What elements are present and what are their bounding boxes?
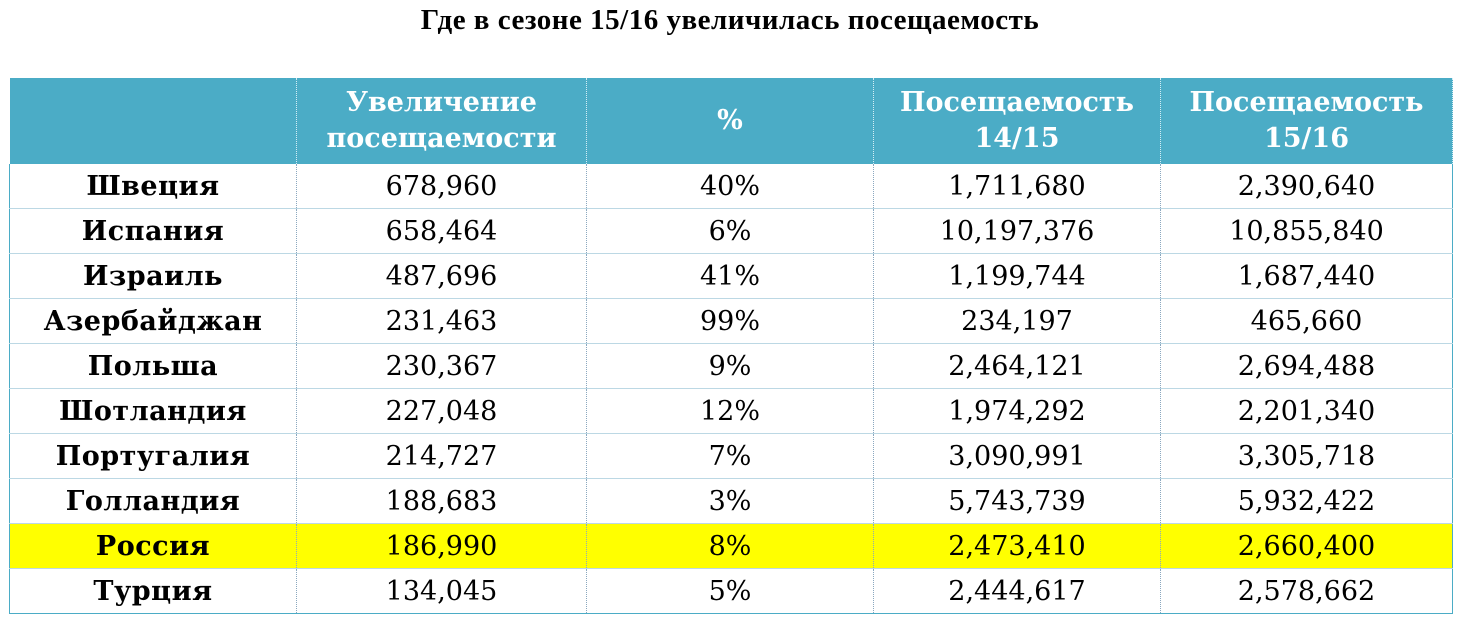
- table-row-highlighted: Россия 186,990 8% 2,473,410 2,660,400: [9, 523, 1453, 569]
- table-row: Израиль 487,696 41% 1,199,744 1,687,440: [9, 253, 1453, 299]
- header-attendance-14-15: Посещаемость 14/15: [873, 78, 1161, 164]
- table-header-row: Увеличение посещаемости % Посещаемость 1…: [9, 78, 1453, 164]
- percent-cell: 9%: [586, 343, 874, 389]
- percent-cell: 6%: [586, 208, 874, 254]
- country-cell: Польша: [9, 343, 297, 389]
- percent-cell: 40%: [586, 164, 874, 209]
- table-row: Польша 230,367 9% 2,464,121 2,694,488: [9, 343, 1453, 389]
- table-row: Азербайджан 231,463 99% 234,197 465,660: [9, 298, 1453, 344]
- attendance-15-16-cell: 465,660: [1160, 298, 1453, 344]
- country-cell: Голландия: [9, 478, 297, 524]
- country-cell: Израиль: [9, 253, 297, 299]
- attendance-15-16-cell: 2,660,400: [1160, 523, 1453, 569]
- attendance-14-15-cell: 3,090,991: [873, 433, 1161, 479]
- country-cell: Испания: [9, 208, 297, 254]
- increase-cell: 230,367: [296, 343, 587, 389]
- percent-cell: 41%: [586, 253, 874, 299]
- country-cell: Шотландия: [9, 388, 297, 434]
- attendance-14-15-cell: 1,199,744: [873, 253, 1161, 299]
- increase-cell: 658,464: [296, 208, 587, 254]
- attendance-15-16-cell: 10,855,840: [1160, 208, 1453, 254]
- percent-cell: 7%: [586, 433, 874, 479]
- table-row: Голландия 188,683 3% 5,743,739 5,932,422: [9, 478, 1453, 524]
- attendance-14-15-cell: 234,197: [873, 298, 1161, 344]
- attendance-15-16-cell: 2,390,640: [1160, 164, 1453, 209]
- attendance-14-15-cell: 2,473,410: [873, 523, 1161, 569]
- country-cell: Португалия: [9, 433, 297, 479]
- percent-cell: 8%: [586, 523, 874, 569]
- attendance-14-15-cell: 10,197,376: [873, 208, 1161, 254]
- percent-cell: 99%: [586, 298, 874, 344]
- attendance-15-16-cell: 1,687,440: [1160, 253, 1453, 299]
- header-percent: %: [586, 78, 874, 164]
- country-cell: Швеция: [9, 164, 297, 209]
- increase-cell: 487,696: [296, 253, 587, 299]
- attendance-15-16-cell: 2,201,340: [1160, 388, 1453, 434]
- header-attendance-15-16: Посещаемость 15/16: [1160, 78, 1453, 164]
- percent-cell: 3%: [586, 478, 874, 524]
- attendance-14-15-cell: 5,743,739: [873, 478, 1161, 524]
- increase-cell: 186,990: [296, 523, 587, 569]
- increase-cell: 214,727: [296, 433, 587, 479]
- attendance-14-15-cell: 1,974,292: [873, 388, 1161, 434]
- attendance-15-16-cell: 2,694,488: [1160, 343, 1453, 389]
- increase-cell: 678,960: [296, 164, 587, 209]
- table-row: Португалия 214,727 7% 3,090,991 3,305,71…: [9, 433, 1453, 479]
- attendance-14-15-cell: 1,711,680: [873, 164, 1161, 209]
- header-increase: Увеличение посещаемости: [296, 78, 587, 164]
- table-row: Испания 658,464 6% 10,197,376 10,855,840: [9, 208, 1453, 254]
- increase-cell: 188,683: [296, 478, 587, 524]
- attendance-14-15-cell: 2,444,617: [873, 568, 1161, 614]
- page-title: Где в сезоне 15/16 увеличилась посещаемо…: [420, 4, 1040, 36]
- increase-cell: 134,045: [296, 568, 587, 614]
- increase-cell: 227,048: [296, 388, 587, 434]
- country-cell: Азербайджан: [9, 298, 297, 344]
- table-row: Швеция 678,960 40% 1,711,680 2,390,640: [9, 164, 1453, 209]
- table-row: Шотландия 227,048 12% 1,974,292 2,201,34…: [9, 388, 1453, 434]
- attendance-table: Увеличение посещаемости % Посещаемость 1…: [9, 78, 1453, 614]
- percent-cell: 5%: [586, 568, 874, 614]
- attendance-15-16-cell: 3,305,718: [1160, 433, 1453, 479]
- country-cell: Турция: [9, 568, 297, 614]
- attendance-14-15-cell: 2,464,121: [873, 343, 1161, 389]
- table-row: Турция 134,045 5% 2,444,617 2,578,662: [9, 568, 1453, 614]
- attendance-15-16-cell: 2,578,662: [1160, 568, 1453, 614]
- increase-cell: 231,463: [296, 298, 587, 344]
- percent-cell: 12%: [586, 388, 874, 434]
- header-country: [9, 78, 297, 164]
- country-cell: Россия: [9, 523, 297, 569]
- attendance-15-16-cell: 5,932,422: [1160, 478, 1453, 524]
